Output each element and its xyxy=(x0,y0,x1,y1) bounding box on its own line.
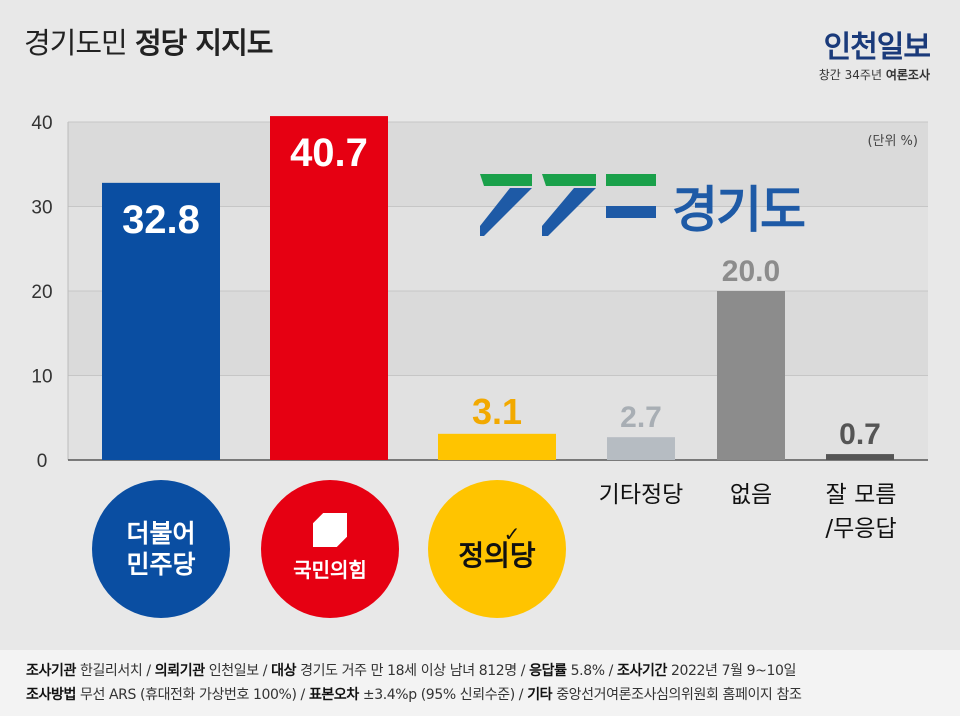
footer-value: 중앙선거여론조사심의위원회 홈페이지 참조 xyxy=(552,687,802,703)
sub-prefix: 창간 34주년 xyxy=(818,68,882,82)
sub-bold: 여론조사 xyxy=(885,68,930,82)
footer-value: 5.8% / xyxy=(566,663,618,679)
footer-line-1: 조사기관 한길리서치 / 의뢰기관 인천일보 / 대상 경기도 거주 만 18세… xyxy=(26,660,796,680)
footer-value: ±3.4%p (95% 신뢰수준) / xyxy=(358,687,528,703)
bar-3 xyxy=(607,437,675,460)
y-tick-label: 10 xyxy=(31,367,52,388)
bar-chart: 40 30 20 10 0 32.8 40.7 3.1 2.7 20.0 0.7 xyxy=(31,113,928,472)
bar-5 xyxy=(826,454,894,460)
unit-label: (단위 %) xyxy=(867,134,918,149)
party-badge-text: ✓ 정의당 xyxy=(458,522,536,572)
footer-key: 대상 xyxy=(271,663,297,679)
footer-value: 인천일보 / xyxy=(204,663,272,679)
party-badge-1: 국민의힘 xyxy=(261,480,399,618)
category-label-2: 잘 모름/무응답 xyxy=(800,478,922,546)
bar-4 xyxy=(717,291,785,460)
bar-value-label: 32.8 xyxy=(122,198,200,242)
y-tick-label: 20 xyxy=(31,282,52,303)
footer-value: 경기도 거주 만 18세 이상 남녀 812명 / xyxy=(296,663,530,679)
footer-key: 조사기관 xyxy=(26,663,76,679)
bar-value-label: 3.1 xyxy=(472,391,522,432)
party-badge-line: 국민의힘 xyxy=(293,558,367,582)
party-badge-text: 더불어 민주당 xyxy=(126,518,195,580)
y-tick-label: 30 xyxy=(31,198,52,219)
footer-line-2: 조사방법 무선 ARS (휴대전화 가상번호 100%) / 표본오차 ±3.4… xyxy=(26,684,802,704)
category-label-0: 기타정당 xyxy=(580,478,702,512)
party-badge-line: 정의당 xyxy=(458,539,536,572)
party-badge-0: 더불어 민주당 xyxy=(92,480,230,618)
party-badge-text: 국민의힘 xyxy=(293,513,367,585)
footer-key: 조사방법 xyxy=(26,687,76,703)
bar-value-label: 0.7 xyxy=(839,418,881,451)
footer-key: 의뢰기관 xyxy=(154,663,205,679)
chart-title: 경기도민 정당 지지도 xyxy=(24,20,273,62)
footer-key: 표본오차 xyxy=(308,687,359,703)
footer-value: 2022년 7월 9~10일 xyxy=(666,663,796,679)
footer-key: 응답률 xyxy=(529,663,567,679)
bar-value-label: 2.7 xyxy=(620,401,662,434)
category-label-line: /무응답 xyxy=(825,516,897,542)
ppp-mark-icon xyxy=(312,513,347,547)
brand-logo: 인천일보 xyxy=(823,30,931,65)
bar-2 xyxy=(438,433,556,460)
footer: 조사기관 한길리서치 / 의뢰기관 인천일보 / 대상 경기도 거주 만 18세… xyxy=(0,650,960,716)
footer-key: 기타 xyxy=(527,687,553,703)
category-label-line: 잘 모름 xyxy=(825,482,897,508)
bar-0 xyxy=(102,182,220,460)
title-light: 경기도민 xyxy=(24,26,128,60)
footer-value: 한길리서치 / xyxy=(75,663,155,679)
bar-value-label: 40.7 xyxy=(290,131,368,175)
footer-value: 무선 ARS (휴대전화 가상번호 100%) / xyxy=(75,687,309,703)
y-tick-label: 40 xyxy=(31,113,52,134)
gyeonggi-logo-icon xyxy=(480,174,656,236)
category-label-line: 기타정당 xyxy=(598,482,684,508)
party-badge-2: ✓ 정의당 xyxy=(428,480,566,618)
gyeonggi-logo-text: 경기도 xyxy=(672,181,806,239)
bar-1 xyxy=(270,116,388,461)
check-icon: ✓ xyxy=(503,522,521,546)
title-bold: 정당 지지도 xyxy=(134,26,273,60)
footer-key: 조사기간 xyxy=(617,663,667,679)
bar-value-label: 20.0 xyxy=(722,255,780,288)
party-badge-line: 민주당 xyxy=(126,550,196,579)
y-tick-label: 0 xyxy=(37,451,48,472)
category-label-1: 없음 xyxy=(690,478,812,512)
party-badge-line: 더불어 xyxy=(126,519,196,548)
brand-subtitle: 창간 34주년 여론조사 xyxy=(819,66,930,83)
category-label-line: 없음 xyxy=(729,482,773,508)
